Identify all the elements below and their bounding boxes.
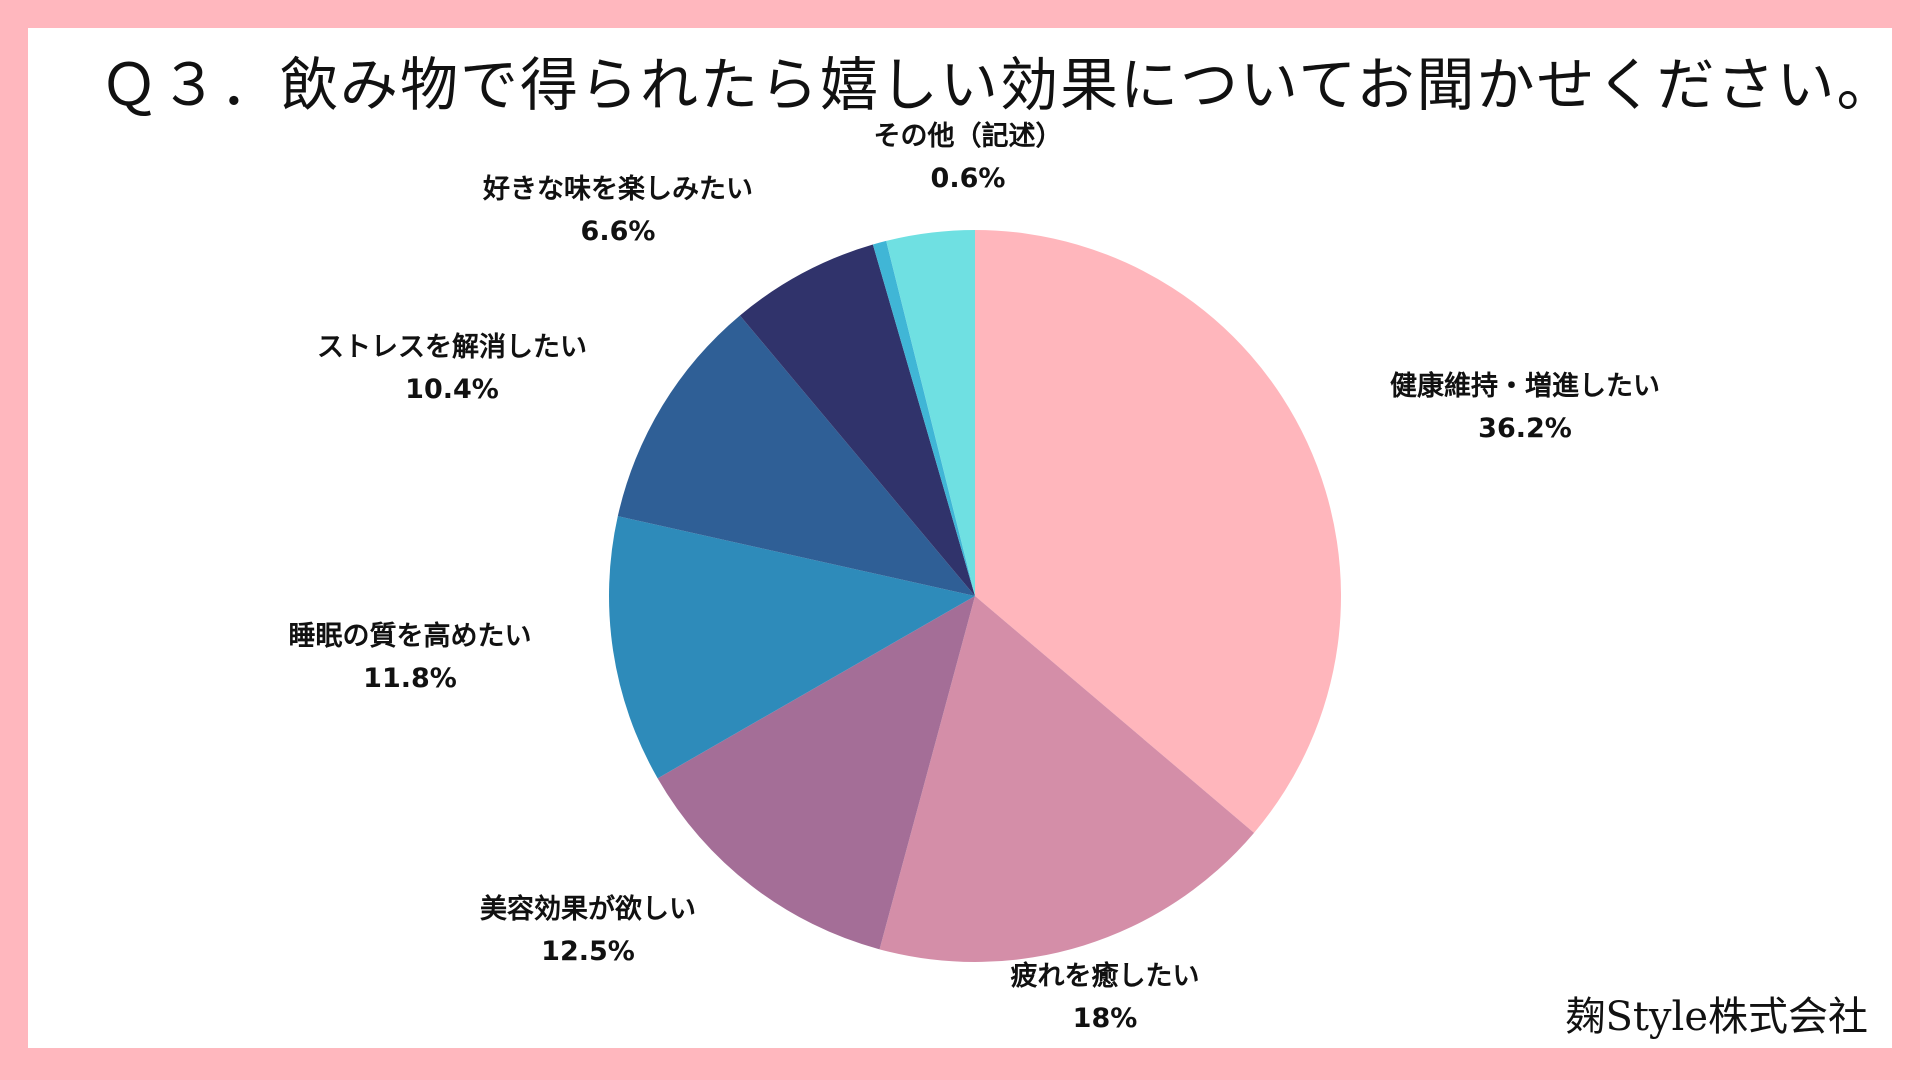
slice-label-3: 美容効果が欲しい: [480, 893, 696, 925]
pie-slice-3: [657, 596, 975, 950]
chart-title: Ｑ３．飲み物で得られたら嬉しい効果についてお聞かせください。: [100, 51, 1897, 119]
pie-slice-1: [975, 230, 1341, 833]
pie-slice-extra: [886, 230, 975, 596]
slice-value-3: 12.5%: [541, 936, 635, 967]
slice-label-5: ストレスを解消したい: [317, 332, 587, 363]
slice-value-1: 36.2%: [1478, 413, 1572, 444]
company-name: 麹Style株式会社: [1565, 994, 1868, 1040]
slice-value-7: 0.6%: [931, 163, 1006, 194]
slice-label-4: 睡眠の質を高めたい: [289, 620, 532, 652]
pie-slice-4: [608, 516, 975, 779]
pie-slice-7: [872, 240, 975, 597]
slice-value-6: 6.6%: [581, 216, 656, 247]
slice-label-6: 好きな味を楽しみたい: [482, 174, 753, 205]
slice-value-4: 11.8%: [363, 663, 457, 694]
slice-label-1: 健康維持・増進したい: [1390, 370, 1660, 402]
slice-value-5: 10.4%: [405, 374, 499, 405]
pie-slice-5: [617, 315, 975, 596]
slice-label-2: 疲れを癒したい: [1011, 960, 1200, 992]
pie-slice-6: [739, 244, 975, 596]
pie-slice-2: [879, 596, 1255, 962]
slice-value-2: 18%: [1073, 1003, 1138, 1034]
slice-label-7: その他（記述）: [874, 120, 1063, 152]
